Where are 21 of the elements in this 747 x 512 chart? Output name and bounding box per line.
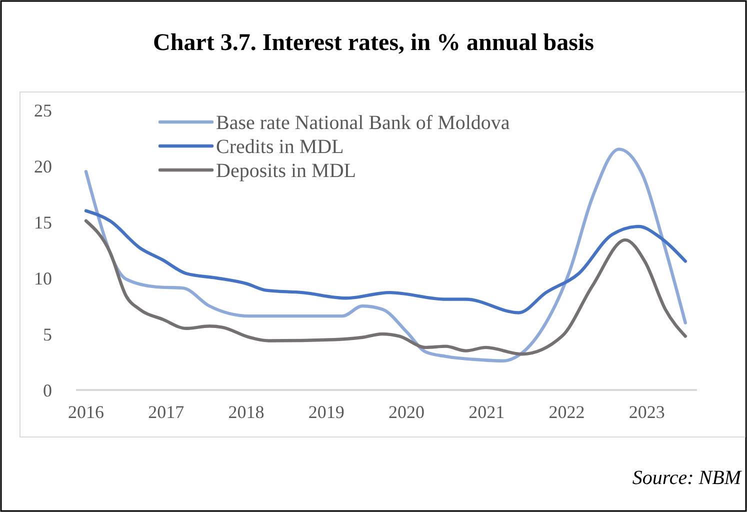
y-tick-label: 20 <box>34 156 52 176</box>
line-series <box>84 209 687 314</box>
source-note: Source: NBM <box>632 467 742 489</box>
x-tick-label: 2019 <box>308 402 344 422</box>
x-tick-label: 2023 <box>628 402 665 422</box>
x-tick-label: 2022 <box>548 402 585 422</box>
y-tick-label: 25 <box>34 100 52 120</box>
legend-label: Credits in MDL <box>216 136 344 158</box>
y-tick-label: 15 <box>34 212 52 232</box>
y-tick-label: 10 <box>34 268 52 288</box>
x-tick-label: 2016 <box>68 402 104 422</box>
x-tick-label: 2020 <box>388 402 425 422</box>
y-tick-label: 0 <box>43 380 52 400</box>
chart-title: Chart 3.7. Interest rates, in % annual basis <box>153 30 594 56</box>
legend-label: Deposits in MDL <box>216 160 356 182</box>
legend-label: Base rate National Bank of Moldova <box>216 112 510 134</box>
y-tick-label: 5 <box>43 324 52 344</box>
x-tick-label: 2018 <box>228 402 264 422</box>
x-tick-label: 2017 <box>148 402 184 422</box>
x-tick-label: 2021 <box>468 402 505 422</box>
line-series <box>84 219 687 356</box>
